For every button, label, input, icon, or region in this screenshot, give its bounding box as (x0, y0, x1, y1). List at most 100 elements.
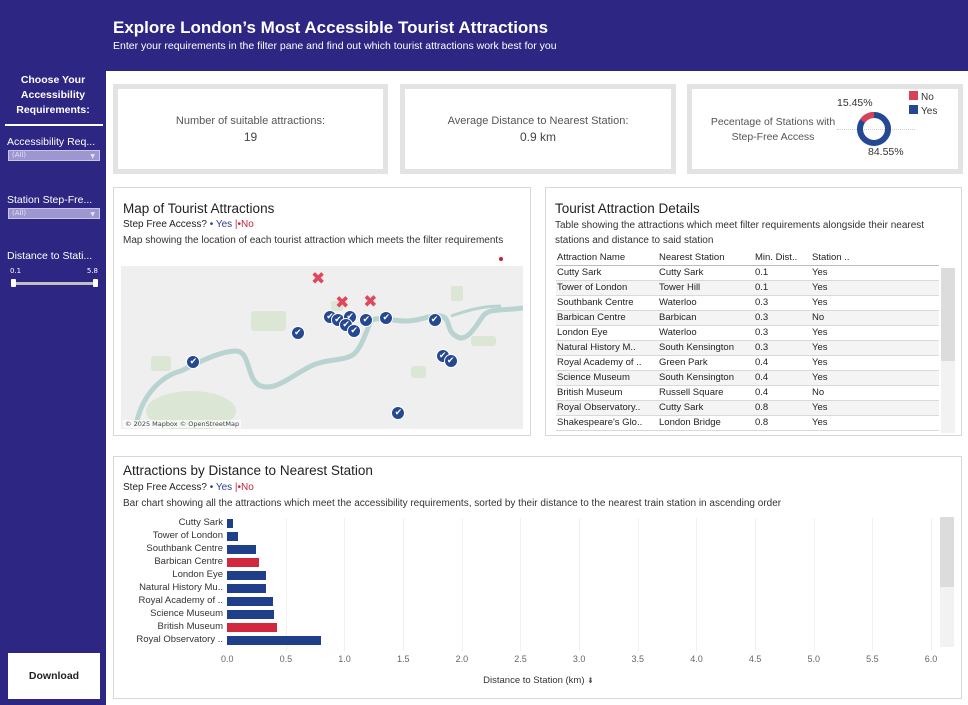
distance-slider-track[interactable] (13, 282, 95, 285)
table-description: Table showing the attractions which meet… (555, 220, 925, 246)
x-axis-title: Distance to Station (km) ⇟ (483, 675, 594, 686)
bar[interactable] (227, 519, 233, 528)
cell-step-free: Yes (811, 400, 939, 416)
table-row[interactable]: Natural History M.. South Kensington 0.3 Ye… (556, 340, 939, 356)
x-tick-label: 0.0 (221, 654, 234, 664)
kpi-label: Pecentage of Stations with Step-Free Acc… (710, 116, 836, 143)
table-title: Tourist Attraction Details (555, 201, 700, 216)
cell-distance: 0.3 (754, 325, 811, 341)
reference-line (837, 129, 915, 130)
column-header-step-free[interactable]: Station .. (811, 251, 939, 266)
bar[interactable] (227, 597, 273, 606)
chevron-down-icon: ▼ (90, 153, 95, 160)
column-header-attraction[interactable]: Attraction Name (556, 251, 658, 266)
cell-distance: 0.8 (754, 415, 811, 431)
cell-station: Barbican (658, 310, 754, 326)
bar[interactable] (227, 545, 257, 554)
bar-chart-panel: Attractions by Distance to Nearest Stati… (113, 456, 962, 699)
map-canvas[interactable]: ✖ ✖ ✖ ✔ ✔ ✔ ✔ ✔ ✔ ✔ ✔ ✔ ✔ ✔ ✔ ✔ © 2025 Mapbox © OpenStre… (121, 266, 523, 429)
map-marker-not-step-free[interactable]: ✖ (335, 293, 350, 314)
filter-heading: Choose Your Accessibility Requirements: (16, 74, 90, 116)
dashboard-header: Explore London’s Most Accessible Tourist… (0, 0, 968, 71)
kpi-value: 0.9 km (519, 129, 556, 144)
map-marker-step-free[interactable]: ✔ (427, 312, 442, 327)
x-tick-label: 1.0 (338, 654, 351, 664)
cell-distance: 0.1 (754, 265, 811, 281)
y-category-label: Royal Academy of .. (138, 595, 223, 606)
cell-attraction: Royal Academy of .. (556, 355, 658, 371)
table-row[interactable]: British Museum Russell Square 0.4 No (556, 385, 939, 401)
map-marker-step-free[interactable]: ✔ (290, 325, 305, 340)
table-row[interactable]: Royal Observatory.. Cutty Sark 0.8 Yes (556, 400, 939, 416)
legend-yes[interactable]: • Yes (209, 219, 233, 230)
table-row[interactable]: Tower of London Tower Hill 0.1 Yes (556, 280, 939, 296)
table-row[interactable]: Barbican Centre Barbican 0.3 No (556, 310, 939, 326)
page-subtitle: Enter your requirements in the filter pa… (113, 40, 557, 52)
chart-scrollbar-thumb[interactable] (940, 517, 954, 587)
table-scrollbar-thumb[interactable] (941, 268, 955, 361)
donut-chart (855, 110, 894, 149)
grid-line (872, 518, 874, 651)
accessibility-filter-dropdown[interactable]: (All) ▼ (8, 150, 100, 161)
cell-station: Waterloo (658, 325, 754, 341)
sort-icon[interactable]: ⇟ (587, 676, 594, 685)
map-marker-step-free[interactable]: ✔ (379, 311, 394, 326)
filter-sidebar: Choose Your Accessibility Requirements: … (0, 71, 106, 705)
cell-attraction: London Eye (556, 325, 658, 341)
x-tick-label: 2.0 (455, 654, 469, 664)
cell-attraction: British Museum (556, 385, 658, 401)
chevron-down-icon: ▼ (90, 211, 95, 218)
slider-max-value: 5.8 (86, 267, 98, 275)
map-description: Map showing the location of each tourist… (123, 235, 504, 246)
table-row[interactable]: Science Museum South Kensington 0.4 Yes (556, 370, 939, 386)
map-marker-step-free[interactable]: ✔ (391, 405, 406, 420)
column-header-station[interactable]: Nearest Station (658, 251, 754, 266)
map-marker-step-free[interactable]: ✔ (347, 324, 362, 339)
step-free-legend: Step Free Access? • Yes |•No (123, 482, 254, 493)
donut-no-segment[interactable] (855, 110, 894, 149)
cell-attraction: Science Museum (556, 370, 658, 386)
cell-step-free: No (811, 310, 939, 326)
legend-item-no[interactable]: No (909, 91, 937, 105)
bar[interactable] (227, 571, 266, 580)
slider-max-handle[interactable] (93, 279, 98, 287)
legend-item-yes[interactable]: Yes (909, 105, 937, 119)
donut-no-label: 15.45% (837, 97, 873, 109)
legend-no[interactable]: •No (237, 219, 254, 230)
legend-no[interactable]: •No (237, 482, 254, 493)
x-tick-label: 3.0 (572, 654, 586, 664)
bar[interactable] (227, 532, 238, 541)
cell-step-free: Yes (811, 325, 939, 341)
table-row[interactable]: Southbank Centre Waterloo 0.3 Yes (556, 295, 939, 311)
bar[interactable] (227, 584, 266, 593)
bar[interactable] (227, 636, 321, 645)
table-row[interactable]: Shakespeare's Glo.. London Bridge 0.8 Yes (556, 415, 939, 431)
map-marker-not-step-free[interactable]: ✖ (363, 291, 378, 312)
x-tick-label: 0.5 (279, 654, 293, 664)
step-free-filter-dropdown[interactable]: (All) ▼ (8, 208, 100, 219)
y-category-label: Southbank Centre (146, 543, 223, 554)
y-category-label: Barbican Centre (154, 556, 223, 567)
table-row[interactable]: Royal Academy of .. Green Park 0.4 Yes (556, 355, 939, 371)
map-marker-step-free[interactable]: ✔ (359, 312, 374, 327)
table-scrollbar[interactable] (941, 268, 955, 433)
grid-line (285, 518, 287, 651)
bar[interactable] (227, 623, 278, 632)
details-table: Attraction Name Nearest Station Min. Dis… (556, 251, 939, 431)
column-header-distance[interactable]: Min. Dist.. (754, 251, 811, 266)
map-marker-step-free[interactable]: ✔ (186, 355, 201, 370)
table-row[interactable]: Cutty Sark Cutty Sark 0.1 Yes (556, 265, 939, 281)
bar[interactable] (227, 610, 274, 619)
bar[interactable] (227, 558, 259, 567)
map-marker-step-free[interactable]: ✔ (443, 353, 458, 368)
table-row[interactable]: London Eye Waterloo 0.3 Yes (556, 325, 939, 341)
map-marker-not-step-free[interactable]: ✖ (310, 269, 326, 290)
slider-min-handle[interactable] (11, 279, 16, 287)
x-tick-label: 6.0 (924, 654, 938, 664)
map-attribution[interactable]: © 2025 Mapbox © OpenStreetMap (123, 420, 242, 428)
kpi-label: Average Distance to Nearest Station: (447, 114, 629, 127)
legend-yes[interactable]: • Yes (209, 482, 233, 493)
download-button[interactable]: Download (8, 653, 100, 699)
status-dot (499, 257, 503, 261)
chart-scrollbar[interactable] (940, 517, 954, 647)
